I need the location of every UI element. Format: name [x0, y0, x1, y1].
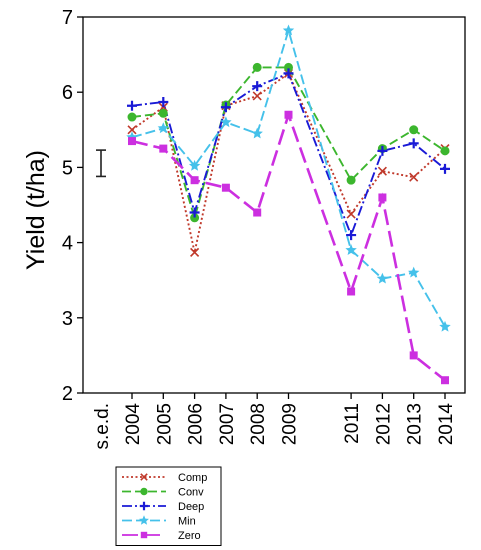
point-zero-2007	[221, 183, 230, 192]
legend-box	[115, 466, 222, 546]
sed-error-bar	[96, 149, 106, 178]
point-zero-2004	[128, 137, 136, 146]
point-deep-2011	[346, 230, 357, 241]
point-deep-2013	[408, 138, 419, 149]
point-zero-2009	[284, 110, 293, 119]
point-min-2014	[439, 320, 451, 332]
point-min-2008	[251, 127, 263, 139]
x-tick-label-s-e-d: s.e.d.	[92, 403, 113, 449]
x-tick-label-2013: 2013	[405, 403, 426, 445]
x-tick-label-2007: 2007	[217, 403, 238, 445]
point-comp-2013	[409, 172, 419, 182]
y-tick-label-4: 4	[62, 233, 73, 255]
legend-marker-deep	[139, 501, 149, 511]
point-zero-2005	[159, 144, 168, 153]
y-tick-label-5: 5	[62, 157, 73, 179]
series-line-zero	[131, 110, 446, 382]
point-conv-2014	[440, 146, 450, 156]
point-comp-2011	[346, 209, 356, 219]
series-lines	[131, 27, 446, 382]
x-tick-label-2009: 2009	[280, 403, 301, 445]
point-conv-2011	[346, 175, 356, 185]
point-min-2005	[157, 122, 170, 134]
legend-label-conv: Conv	[178, 487, 204, 499]
point-conv-2004	[127, 112, 137, 122]
point-comp-2006	[190, 247, 200, 257]
legend: Comp Conv Deep Min Zero	[115, 466, 222, 546]
series-line-comp	[131, 71, 446, 253]
legend-marker-zero	[140, 531, 148, 539]
point-conv-2008	[252, 62, 262, 72]
legend-marker-min	[139, 515, 149, 525]
point-comp-2012	[377, 166, 387, 176]
x-tick-label-2006: 2006	[186, 403, 207, 445]
y-tick-label-6: 6	[62, 82, 73, 104]
point-min-2013	[407, 266, 420, 278]
point-deep-2005	[158, 96, 169, 107]
point-conv-2013	[409, 125, 419, 135]
x-tick-label-2014: 2014	[436, 403, 457, 446]
point-comp-2004	[127, 125, 137, 135]
point-min-2006	[188, 159, 201, 171]
point-comp-2008	[252, 91, 262, 101]
point-deep-2012	[377, 145, 388, 156]
legend-label-deep: Deep	[178, 501, 204, 513]
point-deep-2014	[440, 163, 450, 174]
x-tick-label-2011: 2011	[342, 403, 363, 444]
legend-label-comp: Comp	[178, 472, 207, 484]
point-min-2012	[376, 272, 389, 284]
point-deep-2009	[283, 68, 294, 79]
point-zero-2008	[253, 208, 262, 217]
point-zero-2012	[378, 193, 387, 202]
point-conv-2005	[158, 108, 168, 118]
point-deep-2004	[127, 100, 137, 111]
legend-label-min: Min	[178, 516, 196, 528]
point-zero-2006	[190, 176, 199, 185]
legend-label-zero: Zero	[178, 530, 201, 542]
point-zero-2011	[347, 287, 356, 296]
series-markers	[126, 24, 451, 385]
x-tick-label-2005: 2005	[154, 403, 175, 445]
x-tick-label-2012: 2012	[373, 403, 394, 445]
point-min-2009	[282, 24, 295, 36]
series-line-deep	[131, 72, 446, 238]
tick-labels: 2 3 4 5 6 7 s.e.d. 2004 2005 2006 2007 2008 2009 2011…	[62, 7, 457, 449]
y-tick-label-2: 2	[62, 383, 73, 405]
point-deep-2007	[220, 102, 231, 113]
point-min-2007	[220, 116, 232, 128]
y-tick-label-7: 7	[62, 7, 73, 29]
plot-frame	[82, 16, 466, 394]
y-axis-label: Yield (t/ha)	[22, 150, 50, 270]
x-tick-label-2008: 2008	[248, 403, 269, 445]
point-zero-2014	[441, 376, 449, 385]
point-min-2011	[345, 244, 357, 255]
legend-marker-comp	[140, 473, 148, 481]
point-deep-2008	[252, 81, 263, 92]
axes	[77, 16, 466, 399]
x-tick-label-2004: 2004	[123, 403, 144, 446]
series-line-conv	[131, 66, 446, 222]
point-zero-2013	[409, 351, 418, 360]
legend-marker-conv	[140, 487, 148, 496]
point-deep-2006	[189, 207, 200, 218]
y-tick-label-3: 3	[62, 308, 73, 330]
